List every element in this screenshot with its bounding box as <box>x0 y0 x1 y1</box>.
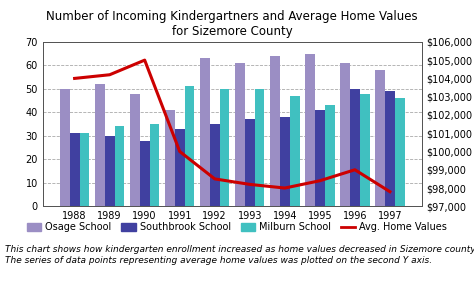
Bar <box>60 89 70 206</box>
Bar <box>305 54 315 206</box>
Bar <box>200 58 210 206</box>
Bar <box>245 119 255 206</box>
Bar <box>340 63 350 206</box>
Bar <box>105 136 115 206</box>
Bar <box>315 110 325 206</box>
Bar <box>350 89 360 206</box>
Legend: Osage School, Southbrook School, Milburn School, Avg. Home Values: Osage School, Southbrook School, Milburn… <box>23 218 451 236</box>
Bar <box>270 56 280 206</box>
Bar <box>280 117 290 206</box>
Bar <box>375 70 385 206</box>
Bar <box>150 124 159 206</box>
Bar <box>175 129 184 206</box>
Bar <box>165 110 175 206</box>
Text: This chart shows how kindergarten enrollment increased as home values decreased : This chart shows how kindergarten enroll… <box>5 245 474 265</box>
Bar <box>235 63 245 206</box>
Bar <box>130 94 140 206</box>
Bar <box>325 105 335 206</box>
Bar <box>184 86 194 206</box>
Bar <box>210 124 219 206</box>
Bar <box>140 141 150 206</box>
Bar <box>385 91 395 206</box>
Bar <box>95 84 105 206</box>
Bar <box>70 133 80 206</box>
Bar <box>80 133 89 206</box>
Bar <box>115 126 124 206</box>
Bar <box>255 89 264 206</box>
Bar <box>360 94 370 206</box>
Title: Number of Incoming Kindergartners and Average Home Values
for Sizemore County: Number of Incoming Kindergartners and Av… <box>46 10 418 38</box>
Bar <box>395 98 405 206</box>
Bar <box>219 89 229 206</box>
Bar <box>290 96 300 206</box>
